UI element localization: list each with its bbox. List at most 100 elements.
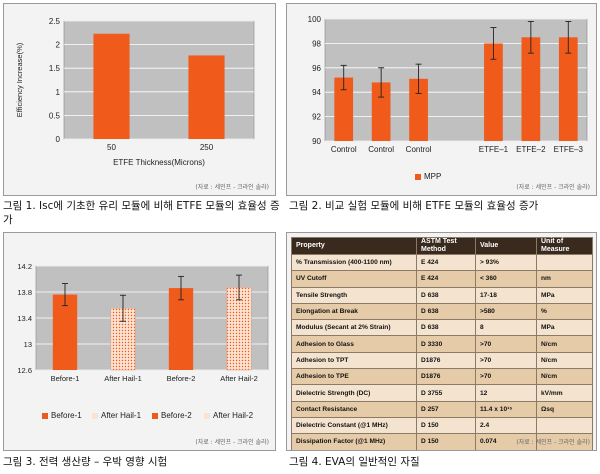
y-tick-label: 96	[312, 64, 321, 73]
cell-astm: D 3755	[416, 384, 476, 402]
cell-value: >70	[475, 351, 537, 370]
table-header-row: Property ASTM Test Method Value Unit of …	[291, 237, 593, 255]
hail-bar-chart: 12.6 13 13.4 13.8 14.2 Before-1 After Hail-1 Be…	[17, 262, 269, 383]
cell-value: 2.4	[475, 416, 537, 435]
y-tick-label: 2	[56, 41, 61, 50]
table-row: Dielectric Strength (DC) D 3755 12 kV/mm	[291, 384, 593, 402]
cell-unit: kV/mm	[536, 384, 593, 402]
table-row: UV Cutoff E 424 < 360 nm	[291, 270, 593, 288]
table-row: Adhesion to Glass D 3330 >70 N/cm	[291, 335, 593, 353]
cell-value: >70	[475, 368, 537, 386]
x-tick-label: Control	[368, 145, 394, 154]
legend-after-hail-1: After Hail-1	[92, 411, 141, 420]
x-tick-label: After Hail-1	[104, 374, 142, 383]
eva-properties-table: Property ASTM Test Method Value Unit of …	[291, 237, 593, 450]
cell-astm: D 257	[416, 400, 476, 418]
efficiency-bar-chart: 0 0.5 1 1.5 2 2.5 50 250 ETFE Thickness(Microns)…	[15, 17, 255, 167]
cell-unit: N/cm	[536, 368, 593, 386]
table-row: Adhesion to TPT D1876 >70 N/cm	[291, 351, 593, 370]
cell-unit: nm	[536, 270, 593, 288]
cell-astm: D 3330	[416, 335, 476, 353]
caption-4: 그림 4. EVA의 일반적인 자질	[289, 456, 420, 468]
caption-2: 그림 2. 비교 실험 모듈에 비해 ETFE 모듈의 효율성 증가	[289, 200, 539, 212]
cell-property: Modulus (Secant at 2% Strain)	[291, 319, 417, 337]
cell-astm: D 638	[416, 319, 476, 337]
x-tick-label: ETFE–1	[479, 145, 509, 154]
y-tick-label: 12.6	[17, 366, 32, 375]
legend-before-2: Before-2	[152, 411, 192, 420]
cell-unit: N/cm	[536, 335, 593, 353]
cell-value: >580	[475, 302, 537, 321]
y-tick-label: 1.5	[49, 64, 61, 73]
cell-value: < 360	[475, 270, 537, 288]
mpp-bar-chart: 90 92 94 96 98 100 Control Control Control ETFE–1…	[308, 15, 588, 154]
cell-property: Elongation at Break	[291, 302, 417, 321]
x-tick-label: ETFE–3	[554, 145, 584, 154]
bar	[521, 37, 541, 141]
cell-astm: D 150	[416, 433, 476, 450]
plot-area	[63, 20, 255, 140]
y-tick-label: 1	[56, 88, 61, 97]
y-tick-label: 94	[312, 88, 321, 97]
source-note-3: (자료 : 세민프 - 크라인 솔라)	[195, 439, 269, 446]
legend-swatch-after-hail-1	[92, 412, 98, 419]
x-tick-label: 50	[107, 143, 116, 152]
y-tick-label: 92	[312, 113, 321, 122]
bar	[188, 55, 225, 139]
bar	[93, 33, 130, 139]
cell-property: Tensile Strength	[291, 286, 417, 304]
legend-swatch-before-2	[152, 412, 158, 419]
legend-swatch-before-1	[42, 412, 48, 419]
chart-panel-3: 12.6 13 13.4 13.8 14.2 Before-1 After Hail-1 Be…	[3, 232, 276, 451]
cell-astm: D1876	[416, 351, 476, 370]
y-tick-label: 13.4	[17, 314, 32, 323]
table-row: % Transmission (400-1100 nm) E 424 > 93%	[291, 253, 593, 272]
header-astm: ASTM Test Method	[416, 237, 476, 255]
x-tick-label: Before-2	[167, 374, 196, 383]
cell-astm: E 424	[416, 270, 476, 288]
cell-property: Contact Resistance	[291, 400, 417, 418]
table-row: Dissipation Factor (@1 MHz) D 150 0.074	[291, 433, 593, 450]
bar	[168, 288, 194, 370]
legend-swatch-after-hail-2	[204, 412, 210, 419]
cell-unit: Ωsq	[536, 400, 593, 418]
y-tick-label: 13.8	[17, 288, 32, 297]
legend-swatch-mpp	[415, 173, 421, 180]
header-value: Value	[475, 237, 537, 255]
y-axis-label: Efficiency Increase(%)	[15, 42, 24, 117]
bar	[484, 43, 503, 141]
bar	[371, 82, 391, 141]
table-row: Adhesion to TPE D1876 >70 N/cm	[291, 368, 593, 386]
cell-unit: N/cm	[536, 351, 593, 370]
cell-value: 8	[475, 319, 537, 337]
cell-astm: E 424	[416, 253, 476, 272]
y-tick-label: 0	[56, 135, 61, 144]
cell-property: Dielectric Constant (@1 MHz)	[291, 416, 417, 435]
chart-panel-2: 90 92 94 96 98 100 Control Control Control ETFE–1…	[286, 3, 597, 196]
cell-unit: MPa	[536, 319, 593, 337]
table-panel-4: Property ASTM Test Method Value Unit of …	[286, 232, 597, 451]
source-note-1: (자료 : 세민프 - 크라인 솔라)	[195, 184, 269, 191]
bar	[409, 78, 428, 141]
x-tick-label: 250	[200, 143, 214, 152]
y-tick-label: 0.5	[49, 111, 61, 120]
y-tick-label: 14.2	[17, 262, 32, 271]
cell-property: Adhesion to TPT	[291, 351, 417, 370]
chart-panel-1: 0 0.5 1 1.5 2 2.5 50 250 ETFE Thickness(Microns)…	[3, 3, 276, 196]
cell-unit	[536, 253, 593, 272]
y-tick-label: 90	[312, 137, 321, 146]
bar	[558, 37, 578, 141]
cell-unit: MPa	[536, 286, 593, 304]
x-tick-label: Before-1	[51, 374, 80, 383]
x-tick-label: Control	[406, 145, 432, 154]
legend-mpp: MPP	[415, 172, 441, 181]
cell-value: 12	[475, 384, 537, 402]
caption-1: 그림 1. Isc에 기초한 유리 모듈에 비해 ETFE 모듈의 효율성 증가	[3, 200, 280, 226]
cell-unit: %	[536, 302, 593, 321]
x-tick-label: After Hail-2	[220, 374, 258, 383]
cell-property: Adhesion to TPE	[291, 368, 417, 386]
table-row: Elongation at Break D 638 >580%	[291, 302, 593, 321]
cell-property: % Transmission (400-1100 nm)	[291, 253, 417, 272]
cell-property: Adhesion to Glass	[291, 335, 417, 353]
table-row: Contact Resistance D 257 11.4 x 10¹⁵ Ωsq	[291, 400, 593, 418]
